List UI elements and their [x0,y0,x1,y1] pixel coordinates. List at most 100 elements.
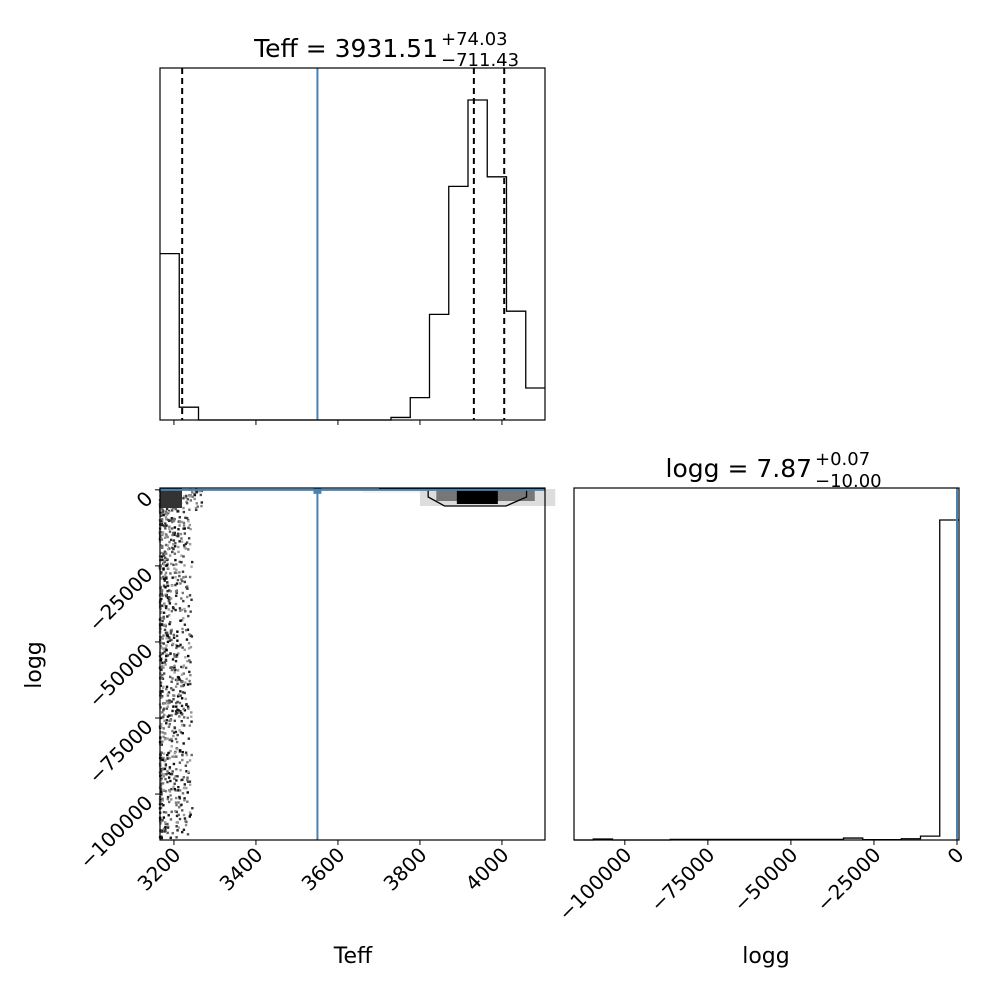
sample-point [160,676,164,680]
sample-point [185,753,189,757]
teff-logg-scatter-panel: 3200 3400 3600 3800 4000 0 −25000−50000−75000−… [75,486,556,896]
sample-point [162,624,166,627]
sample-point [163,772,166,776]
sample-point [160,743,163,746]
sample-point [162,513,165,517]
sample-point [185,820,188,824]
sample-point [173,526,177,529]
sample-point [172,543,175,546]
sample-point [187,614,190,618]
density-block [160,488,182,508]
sample-point [173,752,177,755]
sample-point [161,544,164,548]
sample-point [169,749,172,753]
sample-point [186,833,190,836]
sample-point [162,701,166,705]
sample-point [161,782,165,785]
sample-point [166,535,169,539]
sample-point [170,737,173,741]
sample-point [160,597,163,601]
sample-point [168,767,171,770]
sample-point [165,699,169,703]
sample-point [167,814,170,817]
sample-point [172,705,175,708]
sample-point [186,800,189,803]
sample-point [177,801,180,804]
y-tick-label: −75000 [84,715,158,789]
logg-title-minus: −10.00 [815,471,882,492]
sample-point [177,676,181,679]
sample-point [159,790,162,794]
sample-point [164,510,168,513]
sample-point [167,608,171,611]
sample-point [180,665,183,669]
sample-point [165,707,169,710]
sample-point [173,787,176,791]
sample-point [174,542,177,545]
sample-point [160,623,164,626]
sample-point [190,720,193,723]
sample-point [184,575,188,579]
logg-title: logg = 7.87 [666,454,812,483]
sample-point [165,513,169,516]
sample-point [182,716,186,719]
sample-point [167,636,171,639]
sample-point [183,691,186,695]
sample-point [169,779,172,783]
sample-point [164,543,168,547]
sample-point [183,817,187,820]
sample-point [164,821,167,824]
sample-point [173,653,176,656]
sample-point [182,776,186,779]
sample-point [184,547,188,550]
sample-point [164,623,167,627]
x-tick-label: 0 [943,843,969,869]
sample-point [182,527,185,530]
sample-point [166,715,170,718]
sample-point [160,571,163,574]
sample-point [190,565,193,568]
sample-point [159,787,163,790]
sample-point [170,668,174,672]
sample-point [164,758,167,762]
sample-point [184,494,188,498]
y-tick-label: −100000 [75,791,158,874]
sample-point [180,697,184,700]
sample-point [189,645,193,649]
truth-marker [313,487,322,494]
axes-frame [159,67,546,421]
sample-point [185,703,188,706]
sample-point [165,524,168,527]
sample-point [176,695,180,698]
sample-point [160,592,163,595]
sample-point [161,686,165,690]
sample-point [186,498,190,501]
x-tick-label: −25000 [812,843,886,917]
sample-point [185,541,189,544]
sample-point [168,790,172,793]
sample-point [174,685,178,688]
sample-point [179,532,183,536]
sample-point [161,768,165,771]
sample-point [182,544,186,547]
sample-point [179,730,183,734]
sample-point [190,753,193,757]
sample-point [162,563,166,566]
sample-point [181,753,184,757]
sample-point [173,666,176,669]
sample-point [180,537,183,540]
sample-point [171,642,175,646]
sample-point [188,811,192,814]
sample-point [178,761,182,764]
sample-point [181,646,184,649]
sample-point [188,575,192,579]
sample-point [165,687,168,691]
sample-point [170,739,174,743]
sample-point [170,638,173,642]
sample-point [171,533,174,537]
sample-point [164,631,168,635]
sample-point [182,506,185,510]
sample-point [179,694,182,697]
sample-point [168,699,171,702]
teff-title: Teff = 3931.51 [253,34,438,63]
